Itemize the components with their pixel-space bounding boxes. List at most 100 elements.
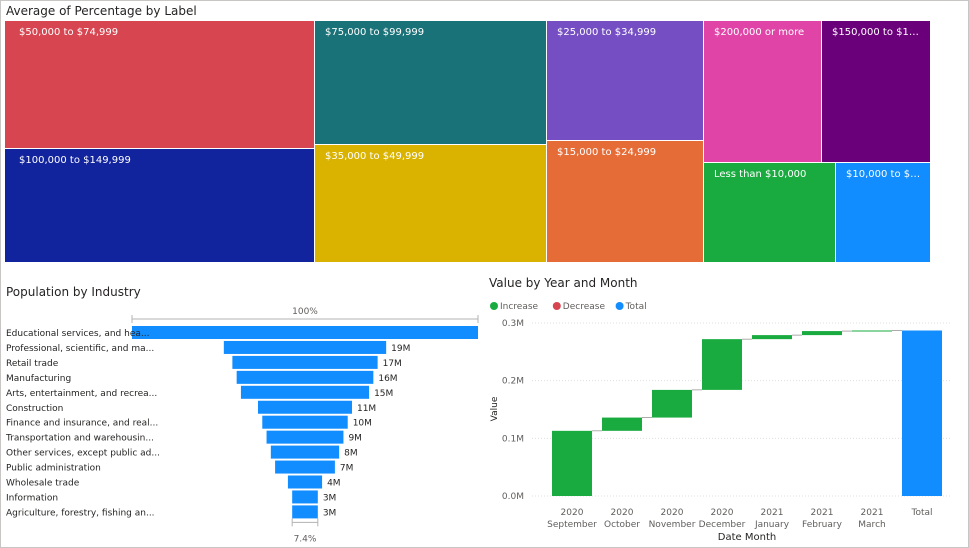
funnel-category-label: Agriculture, forestry, fishing an... — [6, 508, 155, 518]
x-tick-month: September — [547, 520, 597, 530]
treemap-cell-label: $15,000 to $24,999 — [557, 147, 657, 158]
treemap-cell-label: $35,000 to $49,999 — [325, 151, 425, 162]
waterfall-bar[interactable] — [802, 331, 842, 336]
treemap-cell-label: Less than $10,000 — [714, 169, 807, 180]
waterfall-bar[interactable] — [752, 335, 792, 340]
funnel-value-label: 8M — [344, 449, 358, 459]
treemap-cell[interactable]: $10,000 to $14... — [836, 163, 931, 263]
funnel-bar[interactable] — [270, 445, 340, 459]
y-tick-label: 0.0M — [502, 492, 524, 502]
funnel-category-label: Finance and insurance, and real... — [6, 419, 158, 429]
treemap-cell[interactable]: $75,000 to $99,999 — [315, 21, 547, 145]
legend-item[interactable]: Decrease — [552, 302, 606, 312]
funnel-bar[interactable] — [292, 490, 318, 504]
svg-text:Decrease: Decrease — [563, 302, 606, 312]
y-tick-label: 0.1M — [502, 434, 524, 444]
treemap-cell[interactable]: $200,000 or more — [704, 21, 822, 163]
funnel-bar[interactable] — [232, 355, 378, 369]
svg-text:Total: Total — [625, 302, 647, 312]
funnel-bar[interactable] — [262, 415, 348, 429]
funnel-value-label: 10M — [353, 419, 372, 429]
funnel-value-label: 17M — [383, 359, 402, 369]
funnel-bar[interactable] — [223, 340, 387, 354]
x-tick-month: Total — [910, 508, 932, 518]
funnel-value-label: 4M — [327, 479, 341, 489]
funnel-top-label: 100% — [292, 307, 318, 317]
treemap-cell-label: $200,000 or more — [714, 27, 805, 38]
treemap-cell-label: $150,000 to $199,... — [832, 27, 924, 38]
funnel-bar[interactable] — [240, 385, 370, 399]
x-tick-year: 2020 — [611, 508, 634, 518]
funnel-bottom-bracket — [291, 518, 319, 527]
waterfall-bar[interactable] — [602, 417, 642, 431]
funnel-category-label: Other services, except public ad... — [6, 449, 160, 459]
waterfall-bar[interactable] — [902, 330, 942, 496]
waterfall-bar[interactable] — [552, 430, 592, 496]
x-tick-year: 2021 — [761, 508, 784, 518]
funnel-category-label: Information — [6, 493, 58, 503]
funnel-bar[interactable] — [275, 460, 335, 474]
funnel-category-label: Transportation and warehousin... — [5, 434, 154, 444]
svg-text:Increase: Increase — [500, 302, 539, 312]
treemap-cell[interactable]: $25,000 to $34,999 — [547, 21, 704, 141]
funnel-top-bracket — [131, 315, 479, 323]
funnel-category-label: Manufacturing — [6, 374, 71, 384]
funnel-value-label: 7M — [340, 464, 354, 474]
funnel-value-label: 19M — [391, 344, 410, 354]
x-axis-title: Date Month — [718, 532, 776, 543]
funnel-value-label: 9M — [348, 434, 362, 444]
treemap-cell[interactable]: Less than $10,000 — [704, 163, 836, 263]
funnel-value-label: 3M — [323, 493, 337, 503]
treemap-cell-label: $100,000 to $149,999 — [19, 155, 131, 166]
y-tick-label: 0.3M — [502, 319, 524, 329]
treemap-cell[interactable]: $50,000 to $74,999 — [5, 21, 315, 149]
funnel-bottom-label: 7.4% — [294, 534, 317, 544]
treemap-title: Average of Percentage by Label — [6, 4, 197, 18]
funnel-category-label: Educational services, and hea... — [6, 329, 149, 339]
treemap-cell-label: $10,000 to $14... — [846, 169, 924, 180]
funnel-bar[interactable] — [236, 370, 374, 384]
treemap-cell-label: $75,000 to $99,999 — [325, 27, 425, 38]
x-tick-month: February — [802, 520, 843, 530]
x-tick-year: 2020 — [561, 508, 584, 518]
funnel-category-label: Wholesale trade — [6, 479, 80, 489]
waterfall-bar[interactable] — [852, 330, 892, 332]
funnel-value-label: 15M — [374, 389, 393, 399]
treemap-cell-label: $25,000 to $34,999 — [557, 27, 657, 38]
legend-item[interactable]: Increase — [490, 302, 539, 312]
treemap-chart[interactable]: $50,000 to $74,999 $100,000 to $149,999 $7… — [5, 21, 931, 263]
x-tick-month: October — [604, 520, 640, 530]
funnel-value-label: 11M — [357, 404, 376, 414]
funnel-category-label: Professional, scientific, and ma... — [6, 344, 154, 354]
funnel-category-label: Public administration — [6, 464, 101, 474]
funnel-bar[interactable] — [258, 400, 352, 414]
treemap-cell-label: $50,000 to $74,999 — [19, 27, 119, 38]
x-tick-month: January — [754, 520, 790, 530]
funnel-bar[interactable] — [287, 475, 323, 489]
funnel-chart[interactable]: 100% Educational services, and hea... Prof… — [0, 296, 480, 548]
funnel-bar[interactable] — [266, 430, 344, 444]
x-tick-month: November — [649, 520, 696, 530]
x-tick-year: 2020 — [661, 508, 684, 518]
x-tick-month: March — [858, 520, 885, 530]
treemap-cell[interactable]: $150,000 to $199,... — [822, 21, 931, 163]
x-tick-year: 2021 — [861, 508, 884, 518]
x-tick-year: 2020 — [711, 508, 734, 518]
legend-item[interactable]: Total — [615, 302, 647, 312]
treemap-cell[interactable]: $100,000 to $149,999 — [5, 149, 315, 263]
funnel-bar[interactable] — [132, 326, 478, 339]
waterfall-chart[interactable]: Increase Decrease Total 0.0M 0.1M 0.2M 0.3M Val… — [480, 296, 966, 546]
waterfall-bar[interactable] — [652, 389, 692, 418]
x-tick-month: December — [699, 520, 746, 530]
funnel-category-label: Retail trade — [6, 359, 59, 369]
funnel-title: Population by Industry — [6, 285, 141, 299]
y-axis-title: Value — [490, 396, 500, 421]
waterfall-bar[interactable] — [702, 339, 742, 390]
x-tick-year: 2021 — [811, 508, 834, 518]
treemap-cell[interactable]: $15,000 to $24,999 — [547, 141, 704, 263]
funnel-bar[interactable] — [292, 505, 318, 519]
y-tick-label: 0.2M — [502, 377, 524, 387]
treemap-cell[interactable]: $35,000 to $49,999 — [315, 145, 547, 263]
waterfall-title: Value by Year and Month — [489, 276, 638, 290]
funnel-value-label: 3M — [323, 508, 337, 518]
